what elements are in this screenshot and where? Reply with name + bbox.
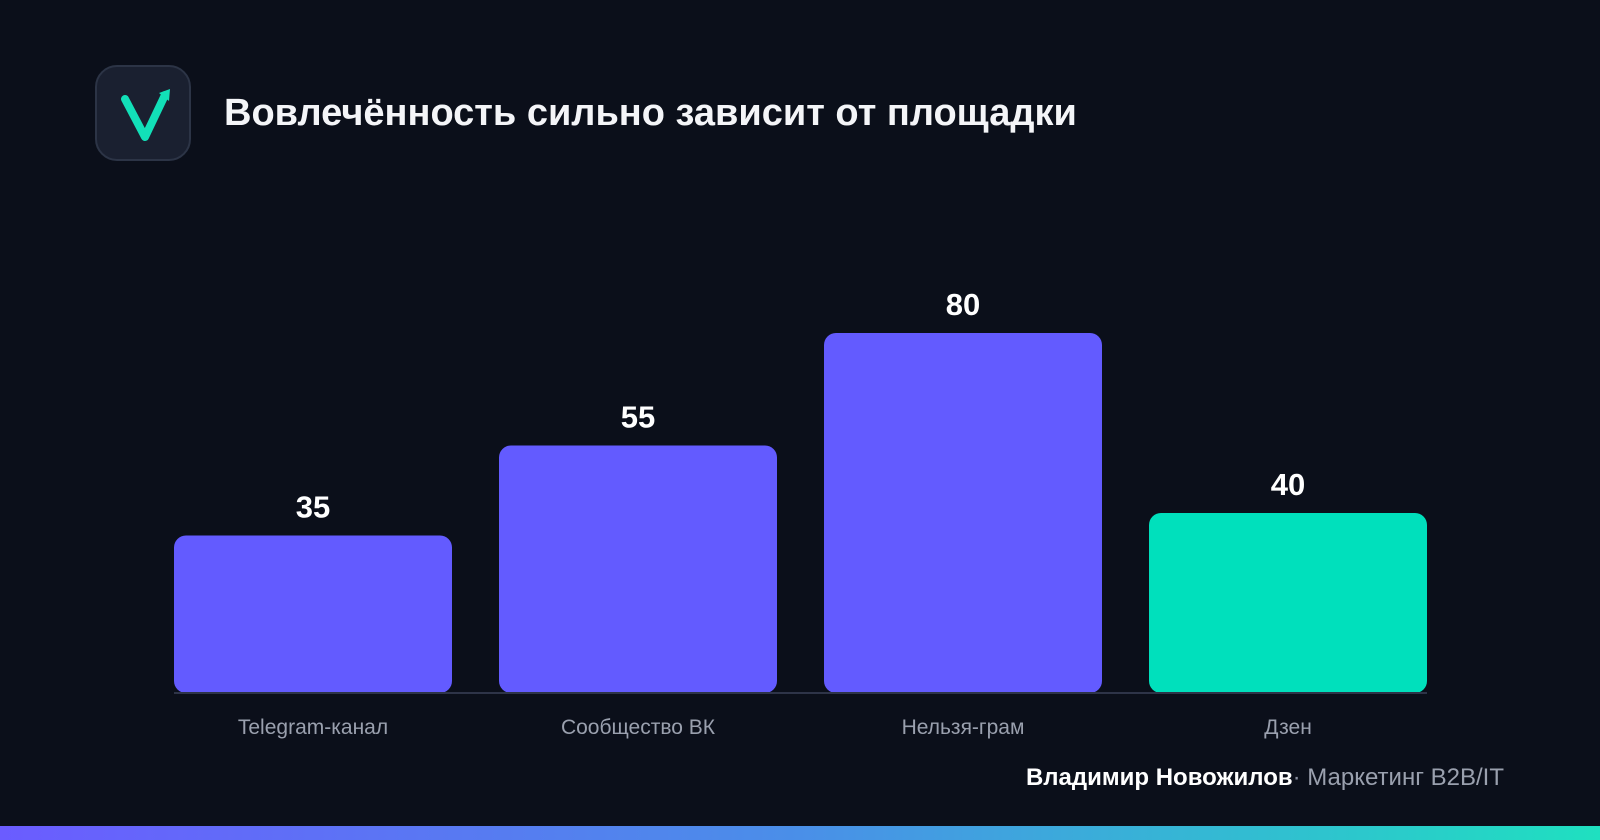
logo — [95, 65, 191, 161]
value-label-1: 35 — [296, 490, 330, 525]
bar-2 — [499, 445, 777, 693]
footer: Владимир Новожилов· Маркетинг B2B/IT — [1026, 764, 1504, 792]
value-label-4: 40 — [1271, 467, 1305, 502]
footer-subtitle: Маркетинг B2B/IT — [1307, 764, 1504, 791]
bar-1 — [174, 535, 452, 693]
bar-4 — [1149, 513, 1427, 693]
checkmark-arrow-icon — [121, 89, 170, 141]
bar-3 — [824, 333, 1102, 693]
category-label-2: Сообщество ВК — [561, 716, 716, 739]
category-label-4: Дзен — [1264, 716, 1312, 739]
bar-chart: 35 55 80 40 Telegram-канал Сообщество ВК Нель… — [174, 287, 1427, 739]
footer-separator: · — [1292, 764, 1301, 791]
value-label-2: 55 — [621, 400, 655, 435]
category-labels-group: Telegram-канал Сообщество ВК Нельзя-грам Дз… — [238, 716, 1312, 739]
category-label-1: Telegram-канал — [238, 716, 388, 739]
page-title: Вовлечённость сильно зависит от площадки — [224, 92, 1077, 134]
author-name: Владимир Новожилов — [1025, 764, 1293, 791]
bars-group — [174, 333, 1427, 693]
value-labels-group: 35 55 80 40 — [296, 287, 1305, 525]
category-label-3: Нельзя-грам — [902, 716, 1025, 739]
bottom-gradient-bar — [0, 826, 1600, 840]
value-label-3: 80 — [946, 287, 980, 322]
